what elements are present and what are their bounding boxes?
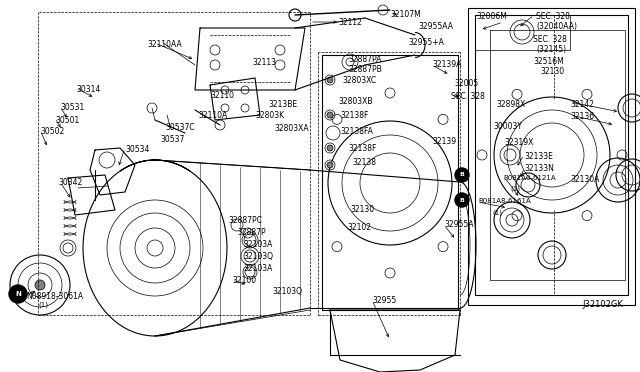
Text: 32516M: 32516M [533,57,564,66]
Circle shape [327,162,333,168]
Circle shape [455,168,469,182]
Text: 32103Q: 32103Q [243,252,273,261]
Text: B: B [460,173,465,177]
Text: 30537C: 30537C [165,123,195,132]
Text: 30003Y: 30003Y [493,122,522,131]
Text: 32887PB: 32887PB [348,65,381,74]
Text: 32133E: 32133E [524,152,553,161]
Text: (1): (1) [492,209,502,215]
Text: SEC. 328: SEC. 328 [533,35,567,44]
Text: 32138F: 32138F [340,111,369,120]
Text: 32803XA: 32803XA [274,124,308,133]
Text: 32887P: 32887P [237,228,266,237]
Text: 32103Q: 32103Q [272,287,302,296]
Text: 32142: 32142 [570,100,594,109]
Text: SEC. 328: SEC. 328 [536,12,570,21]
Text: 30342: 30342 [58,178,83,187]
Circle shape [9,285,27,303]
Text: 32107M: 32107M [390,10,420,19]
Text: 32139: 32139 [432,137,456,146]
Text: 32138: 32138 [352,158,376,167]
Text: 32102: 32102 [347,223,371,232]
Text: SEC. 328: SEC. 328 [451,92,485,101]
Text: 30501: 30501 [55,116,79,125]
Text: 32139A: 32139A [432,60,461,69]
Text: 32898X: 32898X [496,100,525,109]
Text: B: B [460,198,465,202]
Text: (32040AA): (32040AA) [536,22,577,31]
Text: 32955: 32955 [372,296,396,305]
Text: 32133N: 32133N [524,164,554,173]
Text: 32112: 32112 [338,18,362,27]
Text: 32103A: 32103A [243,264,273,273]
Circle shape [327,77,333,83]
Text: 32887PC: 32887PC [228,216,262,225]
Circle shape [455,193,469,207]
Text: 30502: 30502 [40,127,64,136]
Text: B081A0-6121A: B081A0-6121A [503,175,556,181]
Text: 32113: 32113 [252,58,276,67]
Text: 32319X: 32319X [504,138,533,147]
Text: 32130A: 32130A [570,175,600,184]
Text: 32130: 32130 [540,67,564,76]
Text: 32955+A: 32955+A [408,38,444,47]
Circle shape [35,280,45,290]
Text: 30537: 30537 [160,135,184,144]
Text: 32100: 32100 [232,276,256,285]
Circle shape [327,145,333,151]
Text: (1): (1) [510,186,520,192]
Text: N08918-3061A: N08918-3061A [26,292,83,301]
Text: B081A8-6161A: B081A8-6161A [478,198,531,204]
Text: 32130: 32130 [350,205,374,214]
Text: 32103A: 32103A [243,240,273,249]
Text: 32887PA: 32887PA [348,55,381,64]
Text: 32110A: 32110A [198,111,227,120]
Circle shape [327,112,333,118]
Text: 32803XC: 32803XC [342,76,376,85]
Text: 32138FA: 32138FA [340,127,373,136]
Text: 3213BE: 3213BE [268,100,297,109]
Text: 30534: 30534 [125,145,149,154]
Text: 32110: 32110 [210,91,234,100]
Text: (32145): (32145) [536,45,566,54]
Text: 32803K: 32803K [255,111,284,120]
Text: 32005: 32005 [454,79,478,88]
Text: 32136: 32136 [570,112,594,121]
Text: N: N [15,291,21,297]
Text: (1): (1) [38,302,48,308]
Text: 30531: 30531 [60,103,84,112]
Text: 32006M: 32006M [476,12,507,21]
Text: 32110AA: 32110AA [147,40,182,49]
Text: 30314: 30314 [76,85,100,94]
Text: 32955A: 32955A [444,220,474,229]
Text: J32102GK: J32102GK [582,300,623,309]
Text: 32138F: 32138F [348,144,376,153]
Text: 32955AA: 32955AA [418,22,453,31]
Text: 32803XB: 32803XB [338,97,372,106]
